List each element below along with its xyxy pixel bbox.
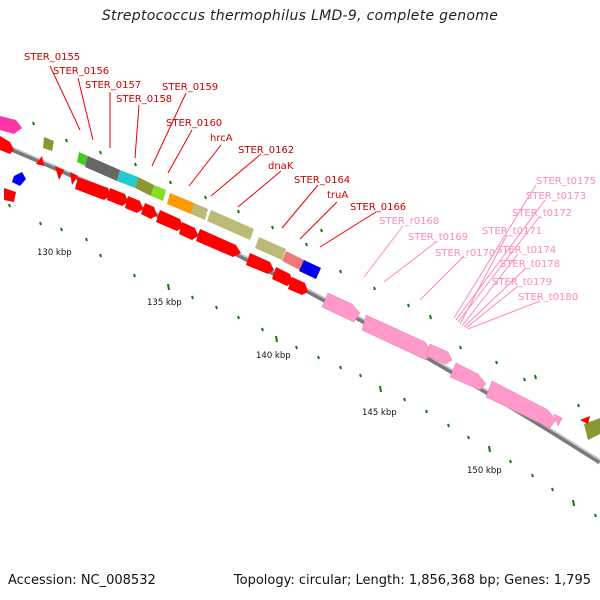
cds-arrow — [0, 136, 14, 154]
gene-labels-pink: STER_r0168 STER_t0169 STER_r0170 STER_t0… — [379, 176, 596, 303]
gene-label: STER_0162 — [238, 145, 294, 156]
scale-labels: 130 kbp 135 kbp 140 kbp 145 kbp 150 kbp — [37, 248, 502, 476]
gene-label: STER_0156 — [53, 66, 109, 77]
rna-arrow — [361, 314, 433, 361]
tick-label-135: 135 kbp — [147, 298, 182, 308]
gene-feature — [43, 137, 54, 151]
gene-label: truA — [327, 190, 348, 201]
tick-marks — [8, 121, 597, 518]
gene-label: STER_0157 — [85, 80, 141, 91]
cds-arrow — [272, 267, 293, 286]
tick-label-130: 130 kbp — [37, 248, 72, 258]
genome-summary: Topology: circular; Length: 1,856,368 bp… — [233, 573, 591, 588]
gene-label: STER_0155 — [24, 52, 80, 63]
cds-arrow — [75, 177, 110, 200]
gene-label: STER_0158 — [116, 94, 172, 105]
rna-arrow — [425, 343, 453, 365]
gene-feature — [0, 116, 22, 134]
cds-arrows-red[interactable] — [0, 136, 590, 424]
cds-arrow — [36, 156, 44, 166]
gene-label: STER_0166 — [350, 202, 406, 213]
gene-label: STER_t0179 — [492, 277, 552, 288]
gene-label: dnaK — [268, 161, 294, 172]
cds-arrow — [55, 166, 64, 180]
gene-label: STER_t0180 — [518, 292, 578, 303]
gene-label: STER_t0169 — [408, 232, 468, 243]
gene-feature — [117, 170, 138, 188]
gene-label: STER_r0170 — [435, 248, 495, 259]
cds-arrow — [70, 172, 78, 185]
cds-arrow — [125, 196, 143, 213]
gene-feature — [135, 177, 154, 196]
gene-feature — [85, 156, 120, 181]
cds-arrow — [196, 229, 241, 257]
gene-label: hrcA — [210, 133, 233, 144]
gene-label: STER_t0178 — [500, 259, 560, 270]
gene-feature — [167, 193, 194, 214]
gene-feature — [207, 210, 254, 240]
cds-arrow — [246, 253, 274, 274]
gene-label: STER_r0168 — [379, 216, 439, 227]
accession-label: Accession: NC_008532 — [8, 573, 156, 588]
gene-label: STER_t0172 — [512, 208, 572, 219]
tick-label-145: 145 kbp — [362, 408, 397, 418]
tick-label-140: 140 kbp — [256, 351, 291, 361]
leader-lines-red — [49, 65, 377, 248]
gene-label: STER_t0173 — [526, 191, 586, 202]
cds-arrow — [288, 277, 308, 295]
outer-features[interactable] — [0, 116, 600, 440]
gene-label: STER_0160 — [166, 118, 222, 129]
leader-lines-pink — [363, 184, 546, 330]
gene-label: STER_0159 — [162, 82, 218, 93]
rna-arrow — [449, 362, 487, 391]
tick-label-150: 150 kbp — [467, 466, 502, 476]
gene-feature — [255, 237, 286, 260]
gene-labels-red: STER_0155 STER_0156 STER_0157 STER_0158 … — [24, 52, 406, 213]
rna-arrow — [485, 380, 557, 429]
map-title: Streptococcus thermophilus LMD-9, comple… — [101, 8, 499, 24]
gene-feature — [151, 185, 166, 201]
rna-arrows-pink[interactable] — [321, 292, 563, 429]
cds-arrow — [580, 416, 590, 424]
cds-arrow — [141, 203, 157, 219]
rna-arrow — [553, 413, 563, 427]
gene-label: STER_t0174 — [496, 245, 556, 256]
rna-arrow — [321, 292, 361, 323]
cds-arrow — [156, 210, 183, 231]
cds-arrow — [179, 222, 198, 240]
gene-feature — [299, 260, 321, 279]
gene-label: STER_t0171 — [482, 226, 542, 237]
gene-feature — [191, 203, 208, 220]
gene-label: STER_t0175 — [536, 176, 596, 187]
gene-feature — [77, 152, 88, 166]
gene-label: STER_0164 — [294, 175, 350, 186]
cds-arrow — [107, 188, 128, 206]
cds-arrow — [4, 188, 16, 202]
gene-feature — [282, 251, 304, 270]
gene-feature — [12, 172, 26, 186]
